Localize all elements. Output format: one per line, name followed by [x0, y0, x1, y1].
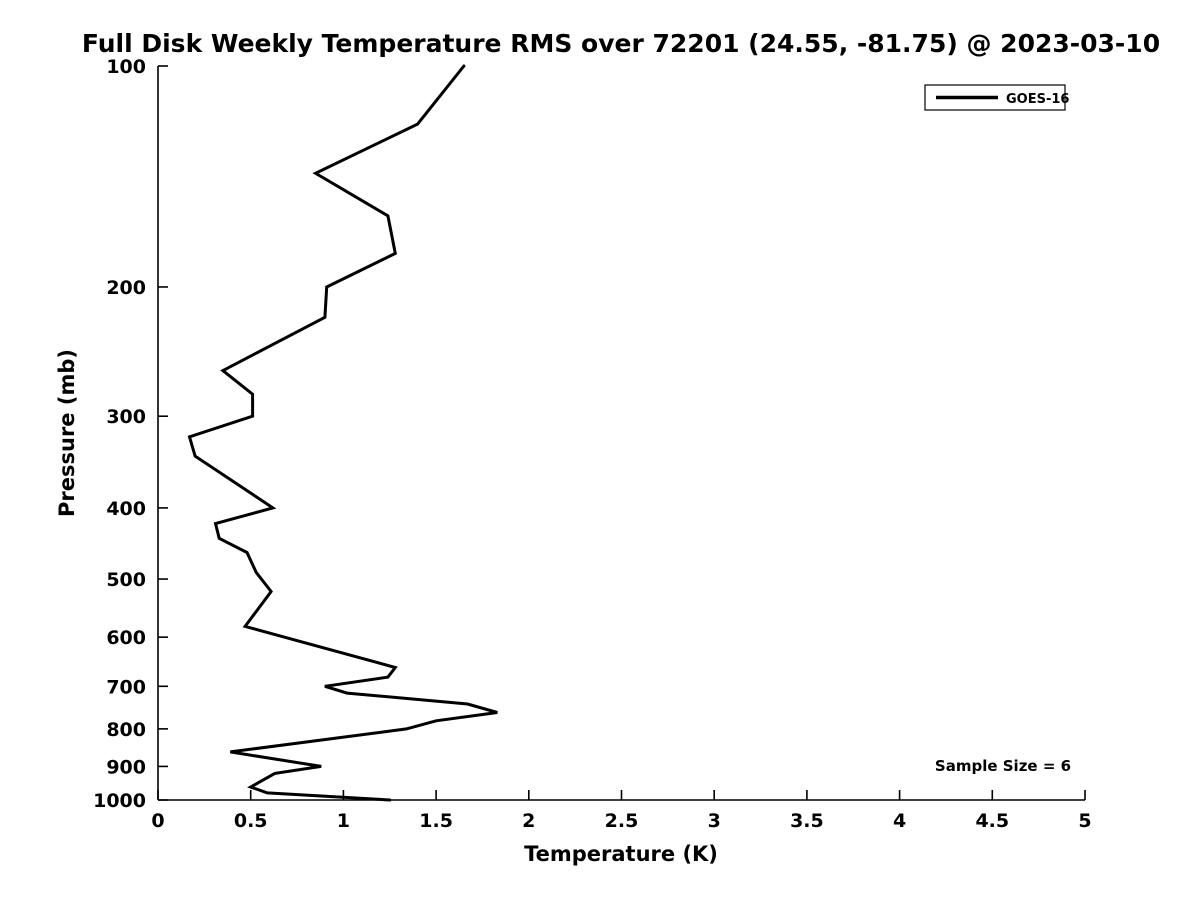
x-axis-label: Temperature (K): [524, 842, 718, 866]
series-layer: [187, 64, 498, 802]
y-tick-label: 200: [106, 277, 146, 299]
x-tick-label: 1.5: [419, 810, 453, 832]
legend: GOES-16: [924, 84, 1069, 111]
y-tick-label: 800: [106, 719, 146, 741]
chart-title: Full Disk Weekly Temperature RMS over 72…: [82, 29, 1160, 58]
x-tick-label: 2.5: [605, 810, 639, 832]
x-tick-label: 2: [522, 810, 535, 832]
x-tick-label: 4: [893, 810, 906, 832]
y-tick-label: 900: [106, 756, 146, 778]
y-axis-label: Pressure (mb): [55, 349, 79, 517]
x-tick-label: 3: [708, 810, 721, 832]
x-tick-label: 0.5: [234, 810, 268, 832]
y-tick-label: 400: [106, 498, 146, 520]
y-tick-label: 100: [106, 56, 146, 78]
y-tick-label: 1000: [93, 790, 146, 812]
x-tick-label: 3.5: [790, 810, 824, 832]
x-tick-label: 4.5: [975, 810, 1009, 832]
x-tick-label: 5: [1078, 810, 1091, 832]
x-tick-label: 0: [151, 810, 164, 832]
y-tick-label: 700: [106, 676, 146, 698]
y-tick-label: 600: [106, 627, 146, 649]
legend-label: GOES-16: [1006, 92, 1069, 107]
y-tick-label: 300: [106, 406, 146, 428]
y-tick-label: 500: [106, 569, 146, 591]
x-tick-label: 1: [337, 810, 350, 832]
axes: 0 0.5 1 1.5 2 2.5 3 3.5 4 4.5 5 100 200 300 400 500 600 7…: [93, 56, 1092, 832]
temperature-rms-line: [187, 64, 498, 802]
sample-size-text: Sample Size = 6: [935, 757, 1071, 775]
